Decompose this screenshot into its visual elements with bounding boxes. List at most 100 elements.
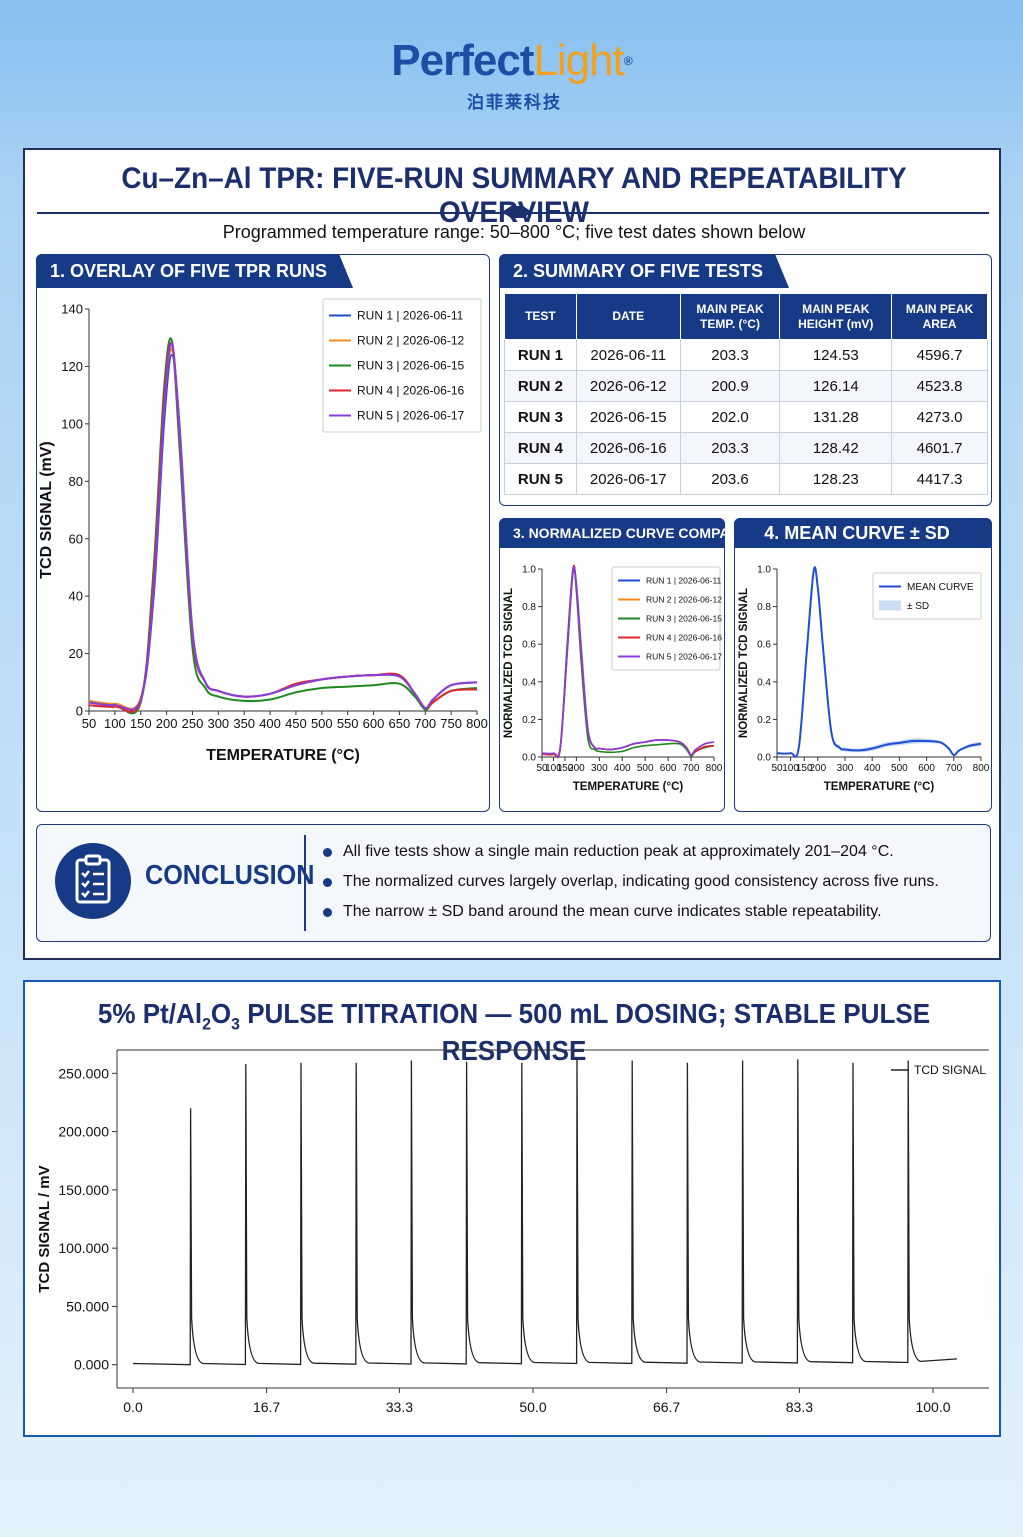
- conclusion-list: All five tests show a single main reduct…: [323, 837, 939, 927]
- x-tick-label: 50: [536, 763, 548, 774]
- cell-peak-height: 124.53: [779, 339, 893, 371]
- mean-card-title: 4. MEAN CURVE ± SD: [734, 518, 992, 548]
- summary-card: 2. SUMMARY OF FIVE TESTS TEST DATE MAIN …: [499, 254, 992, 506]
- conclusion-item: All five tests show a single main reduct…: [323, 837, 939, 867]
- y-tick-label: 1.0: [522, 565, 536, 576]
- cell-date: 2026-06-12: [575, 370, 681, 402]
- x-tick-label: 100.0: [915, 1399, 950, 1415]
- cell-test: RUN 1: [504, 339, 577, 371]
- overlay-card-title: 1. OVERLAY OF FIVE TPR RUNS: [36, 254, 353, 288]
- clipboard-checklist-icon: [55, 843, 131, 919]
- y-tick-label: 0: [76, 704, 83, 719]
- x-tick-label: 50: [771, 763, 783, 774]
- x-tick-label: 800: [466, 716, 488, 731]
- cell-peak-temp: 202.0: [679, 401, 781, 433]
- legend-box: [611, 566, 721, 671]
- legend-swatch: [879, 600, 901, 611]
- cell-test: RUN 5: [504, 463, 577, 495]
- y-axis-label: TCD SIGNAL / mV: [36, 1165, 53, 1292]
- x-tick-label: 66.7: [653, 1399, 680, 1415]
- y-tick-label: 0.4: [522, 677, 536, 688]
- y-tick-label: 100.000: [58, 1240, 109, 1256]
- conclusion-item: The normalized curves largely overlap, i…: [323, 867, 939, 897]
- y-tick-label: 0.6: [757, 640, 771, 651]
- x-tick-label: 750: [440, 716, 462, 731]
- conclusion-title: CONCLUSION: [145, 859, 315, 890]
- cell-peak-height: 128.23: [779, 463, 893, 495]
- series-line: [541, 566, 715, 758]
- y-tick-label: 20: [69, 646, 83, 661]
- cell-peak-height: 131.28: [779, 401, 893, 433]
- legend-label: RUN 3 | 2026-06-15: [646, 613, 722, 623]
- x-tick-label: 300: [837, 763, 854, 774]
- conclusion-box: CONCLUSION All five tests show a single …: [36, 824, 991, 942]
- normalized-card: 3. NORMALIZED CURVE COMPARISON 50 100 150 2…: [499, 518, 774, 812]
- y-tick-label: 0.6: [522, 640, 536, 651]
- x-tick-label: 33.3: [386, 1399, 413, 1415]
- x-tick-label: 300: [591, 763, 608, 774]
- legend-label: MEAN CURVE: [907, 582, 974, 593]
- brand-name-part1: Perfect: [391, 36, 534, 85]
- column-header-date: DATE: [575, 293, 681, 340]
- cell-peak-area: 4596.7: [891, 339, 988, 371]
- pulse-chart: 0.0 16.7 33.3 50.0 66.7 83.3 100.0 0.000 50.000 1…: [36, 1049, 989, 1415]
- cell-peak-temp: 203.6: [679, 463, 781, 495]
- y-tick-label: 100: [61, 416, 83, 431]
- pulse-titration-panel: 5% Pt/Al2O3 PULSE TITRATION — 500 mL DOS…: [23, 980, 1001, 1437]
- x-tick-label: 350: [233, 716, 255, 731]
- x-tick-label: 700: [414, 716, 436, 731]
- cell-peak-area: 4601.7: [891, 432, 988, 464]
- x-tick-label: 200: [156, 716, 178, 731]
- x-tick-label: 400: [864, 763, 881, 774]
- series-line: [88, 342, 478, 711]
- legend-label: RUN 1 | 2026-06-11: [646, 575, 722, 585]
- x-tick-label: 250: [182, 716, 204, 731]
- tcd-signal-line: [132, 1059, 958, 1366]
- brand-chinese-name: 泊菲莱科技: [467, 93, 562, 112]
- cell-date: 2026-06-17: [575, 463, 681, 495]
- cell-peak-temp: 203.3: [679, 339, 781, 371]
- x-tick-label: 700: [683, 763, 700, 774]
- cell-peak-area: 4417.3: [891, 463, 988, 495]
- y-tick-label: 120: [61, 359, 83, 374]
- y-tick-label: 0.2: [757, 715, 771, 726]
- x-tick-label: 800: [706, 763, 723, 774]
- cell-peak-temp: 203.3: [679, 432, 781, 464]
- y-tick-label: 0.8: [757, 602, 771, 613]
- x-tick-label: 200: [568, 763, 585, 774]
- conclusion-divider: [304, 835, 306, 931]
- legend-label: RUN 5 | 2026-06-17: [357, 409, 465, 423]
- table-row: RUN 2 2026-06-12 200.9 126.14 4523.8: [504, 370, 988, 402]
- x-tick-label: 0.0: [123, 1399, 143, 1415]
- x-tick-label: 200: [809, 763, 826, 774]
- summary-table-header-row: TEST DATE MAIN PEAK TEMP. (°C) MAIN PEAK…: [504, 293, 988, 340]
- table-row: RUN 5 2026-06-17 203.6 128.23 4417.3: [504, 463, 988, 495]
- summary-table: TEST DATE MAIN PEAK TEMP. (°C) MAIN PEAK…: [504, 293, 988, 495]
- x-tick-label: 700: [945, 763, 962, 774]
- overlay-chart: 50 100 150 200 250 300 350 400 450 500 550 600 650 70…: [38, 298, 488, 764]
- brand-logo: PerfectLight® 泊菲莱科技: [0, 36, 1023, 113]
- x-tick-label: 50: [82, 716, 96, 731]
- column-header-test: TEST: [504, 293, 577, 340]
- cell-date: 2026-06-15: [575, 401, 681, 433]
- x-tick-label: 600: [660, 763, 677, 774]
- mean-line: [776, 566, 982, 758]
- x-tick-label: 500: [637, 763, 654, 774]
- registered-mark: ®: [623, 54, 633, 68]
- x-tick-label: 600: [363, 716, 385, 731]
- table-row: RUN 3 2026-06-15 202.0 131.28 4273.0: [504, 401, 988, 433]
- y-tick-label: 0.0: [757, 753, 771, 764]
- brand-name-part2: Light: [533, 36, 624, 85]
- cell-test: RUN 4: [504, 432, 577, 464]
- cell-date: 2026-06-16: [575, 432, 681, 464]
- x-tick-label: 150: [796, 763, 813, 774]
- y-tick-label: 200.000: [58, 1124, 109, 1140]
- x-tick-label: 600: [918, 763, 935, 774]
- legend-label: ± SD: [907, 601, 929, 612]
- legend-label: RUN 4 | 2026-06-16: [357, 384, 465, 398]
- mean-card: 4. MEAN CURVE ± SD 50 100 150 200 300 400 500 6…: [734, 518, 992, 812]
- x-axis-label: TEMPERATURE (°C): [206, 747, 360, 764]
- legend-label: RUN 2 | 2026-06-12: [646, 594, 722, 604]
- y-tick-label: 40: [69, 589, 83, 604]
